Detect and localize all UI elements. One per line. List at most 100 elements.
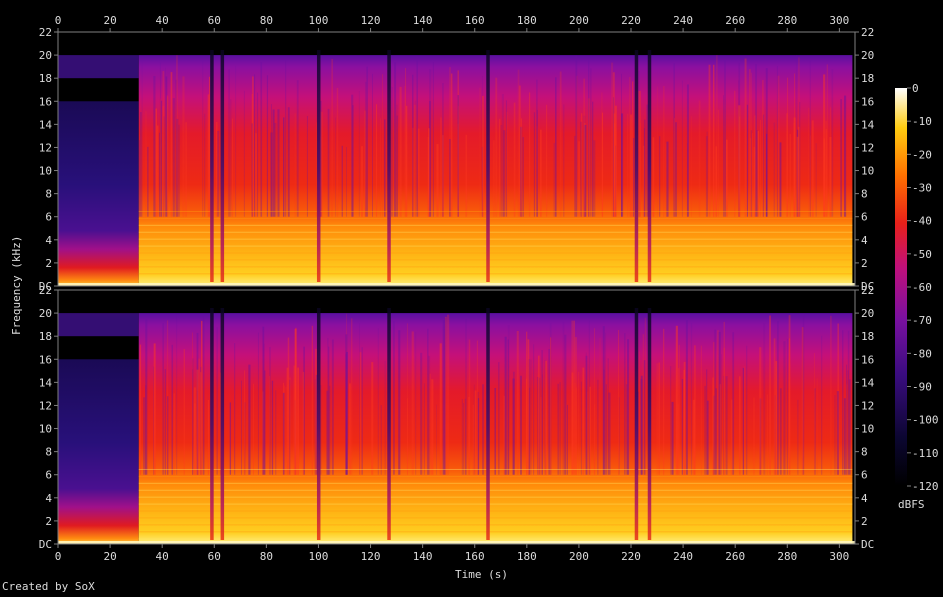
colorbar-tick-label: -50 xyxy=(912,248,932,261)
x-tick-label: 180 xyxy=(517,550,537,563)
y-tick-label: 18 xyxy=(861,72,874,85)
colorbar-label: dBFS xyxy=(898,498,925,511)
y-tick-label: 8 xyxy=(861,446,868,459)
dropout-stripe xyxy=(387,308,391,540)
dropout-stripe xyxy=(316,50,321,282)
dropout-stripe xyxy=(634,50,639,282)
y-tick-label: 4 xyxy=(45,492,52,505)
x-tick-label: 80 xyxy=(260,550,273,563)
x-tick-label: 200 xyxy=(569,550,589,563)
x-tick-label: 80 xyxy=(260,14,273,27)
colorbar: 0 -10 -20 -30 -40 -50 -60 -70 -80 -90 -100 -110 -120… xyxy=(895,82,939,511)
dropout-stripe xyxy=(210,50,214,282)
y-tick-label: 20 xyxy=(39,49,52,62)
x-tick-label: 280 xyxy=(777,550,797,563)
y-tick-label: 6 xyxy=(45,469,52,482)
colorbar-tick-label: -120 xyxy=(912,480,939,493)
y-tick-label: 14 xyxy=(39,118,53,131)
y-tick-label: 12 xyxy=(861,141,874,154)
y-tick-label: DC xyxy=(861,538,874,551)
y-tick-label: 4 xyxy=(45,234,52,247)
dropout-stripe xyxy=(316,308,321,540)
y-tick-label: 10 xyxy=(39,165,52,178)
y-tick-label: DC xyxy=(39,280,52,293)
intro-hf-band xyxy=(58,313,139,337)
y-tick-label: 16 xyxy=(39,95,52,108)
credit-text: Created by SoX xyxy=(2,580,95,593)
spectrum-segment xyxy=(58,101,139,286)
y-tick-label: 2 xyxy=(861,515,868,528)
colorbar-tick-label: -90 xyxy=(912,381,932,394)
colorbar-gradient xyxy=(895,88,907,486)
colorbar-tick-label: 0 xyxy=(912,82,919,95)
colorbar-tick-label: -60 xyxy=(912,281,932,294)
x-tick-label: 300 xyxy=(829,14,849,27)
x-tick-label: 120 xyxy=(361,14,381,27)
x-tick-label: 100 xyxy=(309,550,329,563)
y-tick-label: 16 xyxy=(39,353,52,366)
y-tick-label: 12 xyxy=(39,399,52,412)
y-tick-label: 12 xyxy=(39,141,52,154)
x-tick-label: 60 xyxy=(208,550,221,563)
y-tick-label: 8 xyxy=(45,446,52,459)
colorbar-tick-label: -30 xyxy=(912,182,932,195)
x-tick-label: 240 xyxy=(673,550,693,563)
x-tick-label: 280 xyxy=(777,14,797,27)
y-tick-label: 10 xyxy=(861,423,874,436)
x-tick-label: 180 xyxy=(517,14,537,27)
x-tick-label: 0 xyxy=(55,550,62,563)
y-tick-label: 6 xyxy=(861,469,868,482)
x-tick-label: 160 xyxy=(465,14,485,27)
x-axis-label: Time (s) xyxy=(455,568,508,581)
y-tick-label: 14 xyxy=(39,376,53,389)
x-tick-label: 140 xyxy=(413,550,433,563)
colorbar-tick-label: -10 xyxy=(912,115,932,128)
y-tick-label: DC xyxy=(861,280,874,293)
y-tick-label: 10 xyxy=(39,423,52,436)
y-tick-label: 12 xyxy=(861,399,874,412)
spectrum-texture xyxy=(138,55,853,282)
y-tick-label: 20 xyxy=(861,307,874,320)
channel-panel-2 xyxy=(57,289,856,545)
x-tick-label: 240 xyxy=(673,14,693,27)
colorbar-tick-label: -100 xyxy=(912,414,939,427)
y-tick-label: 20 xyxy=(39,307,52,320)
spectrum-segment xyxy=(138,313,853,544)
x-tick-label: 40 xyxy=(156,14,169,27)
dropout-stripe xyxy=(634,308,639,540)
x-tick-label: 200 xyxy=(569,14,589,27)
y-tick-label: 14 xyxy=(861,118,875,131)
y-tick-label: DC xyxy=(39,538,52,551)
x-tick-label: 160 xyxy=(465,550,485,563)
colorbar-tick-label: -20 xyxy=(912,148,932,161)
y-tick-label: 2 xyxy=(45,515,52,528)
spectrum-segment xyxy=(138,55,853,286)
y-tick-label: 10 xyxy=(861,165,874,178)
y-tick-label: 22 xyxy=(861,284,874,297)
spectrum-texture xyxy=(138,313,853,540)
x-tick-label: 120 xyxy=(361,550,381,563)
y-tick-label: 2 xyxy=(45,257,52,270)
dropout-stripe xyxy=(387,50,391,282)
y-tick-label: 4 xyxy=(861,234,868,247)
y-tick-label: 6 xyxy=(861,211,868,224)
x-tick-label: 20 xyxy=(103,550,116,563)
dropout-stripe xyxy=(210,308,214,540)
x-tick-label: 100 xyxy=(309,14,329,27)
dropout-stripe xyxy=(220,308,225,540)
y-tick-label: 22 xyxy=(39,284,52,297)
colorbar-tick-label: -70 xyxy=(912,314,932,327)
dropout-stripe xyxy=(486,308,490,540)
y-tick-label: 14 xyxy=(861,376,875,389)
x-tick-label: 260 xyxy=(725,14,745,27)
colorbar-tick-label: -40 xyxy=(912,215,932,228)
y-axis-label: Frequency (kHz) xyxy=(10,236,23,335)
dropout-stripe xyxy=(647,308,652,540)
y-tick-label: 18 xyxy=(39,330,52,343)
y-tick-label: 18 xyxy=(39,72,52,85)
y-tick-label: 4 xyxy=(861,492,868,505)
x-tick-label: 40 xyxy=(156,550,169,563)
colorbar-tick-label: -80 xyxy=(912,347,932,360)
